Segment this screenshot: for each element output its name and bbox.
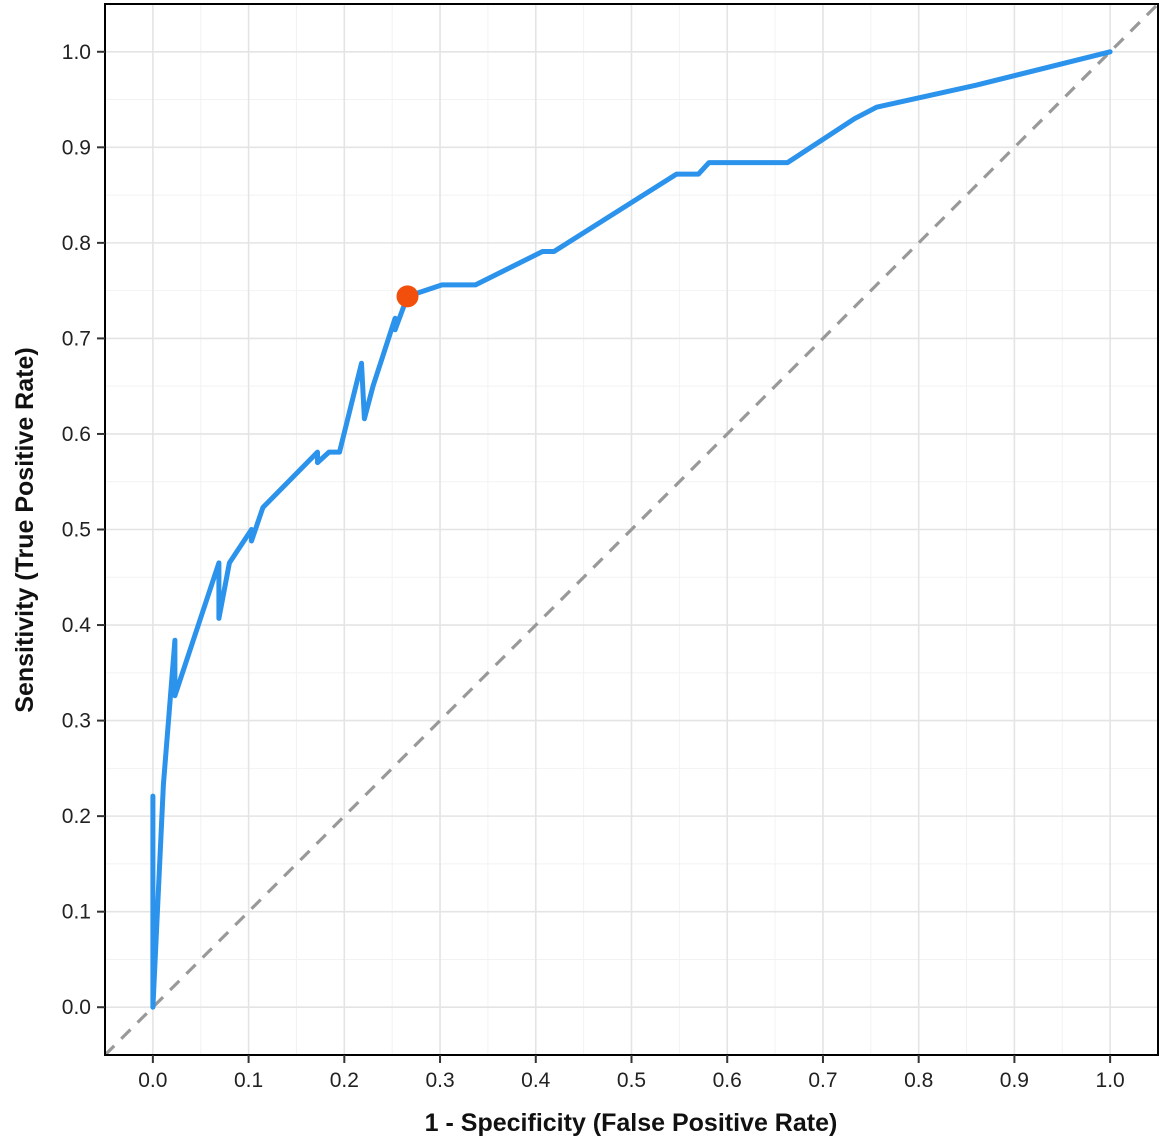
x-tick-label: 0.2 [330, 1069, 359, 1092]
y-tick-label: 0.9 [62, 136, 91, 159]
y-tick-label: 0.1 [62, 901, 91, 924]
x-tick-label: 0.8 [904, 1069, 933, 1092]
y-tick-labels: 0.0 0.1 0.2 0.3 0.4 0.5 0.6 0.7 0.8 0.9 1.0 [62, 41, 92, 1019]
y-tick-label: 0.2 [62, 805, 91, 828]
y-axis-title: Sensitivity (True Positive Rate) [11, 347, 39, 712]
x-tick-label: 0.7 [808, 1069, 837, 1092]
x-axis-title: 1 - Specificity (False Positive Rate) [425, 1109, 838, 1137]
y-tick-label: 0.4 [62, 614, 92, 637]
x-tick-label: 0.3 [425, 1069, 454, 1092]
y-tick-label: 0.0 [62, 996, 91, 1019]
y-tick-label: 1.0 [62, 41, 91, 64]
x-tick-label: 0.5 [617, 1069, 646, 1092]
x-tick-labels: 0.0 0.1 0.2 0.3 0.4 0.5 0.6 0.7 0.8 0.9 1.0 [138, 1069, 1124, 1092]
y-tick-label: 0.6 [62, 423, 91, 446]
y-tick-label: 0.5 [62, 519, 91, 542]
y-tick-label: 0.3 [62, 710, 91, 733]
y-tick-label: 0.7 [62, 327, 91, 350]
x-tick-label: 0.4 [521, 1069, 551, 1092]
x-tick-label: 0.6 [713, 1069, 742, 1092]
series-layer [150, 49, 1113, 1010]
ticks-layer [97, 50, 1112, 1063]
x-tick-label: 0.0 [138, 1069, 167, 1092]
reference-layer [103, 2, 1160, 1057]
roc-curve-line [150, 49, 1113, 1010]
x-tick-label: 1.0 [1096, 1069, 1125, 1092]
y-tick-label: 0.8 [62, 232, 91, 255]
reference-diagonal-line [103, 2, 1160, 1057]
x-tick-label: 0.9 [1000, 1069, 1029, 1092]
point-layer [396, 285, 419, 308]
x-tick-label: 0.1 [234, 1069, 263, 1092]
optimal-threshold-point [396, 285, 419, 308]
